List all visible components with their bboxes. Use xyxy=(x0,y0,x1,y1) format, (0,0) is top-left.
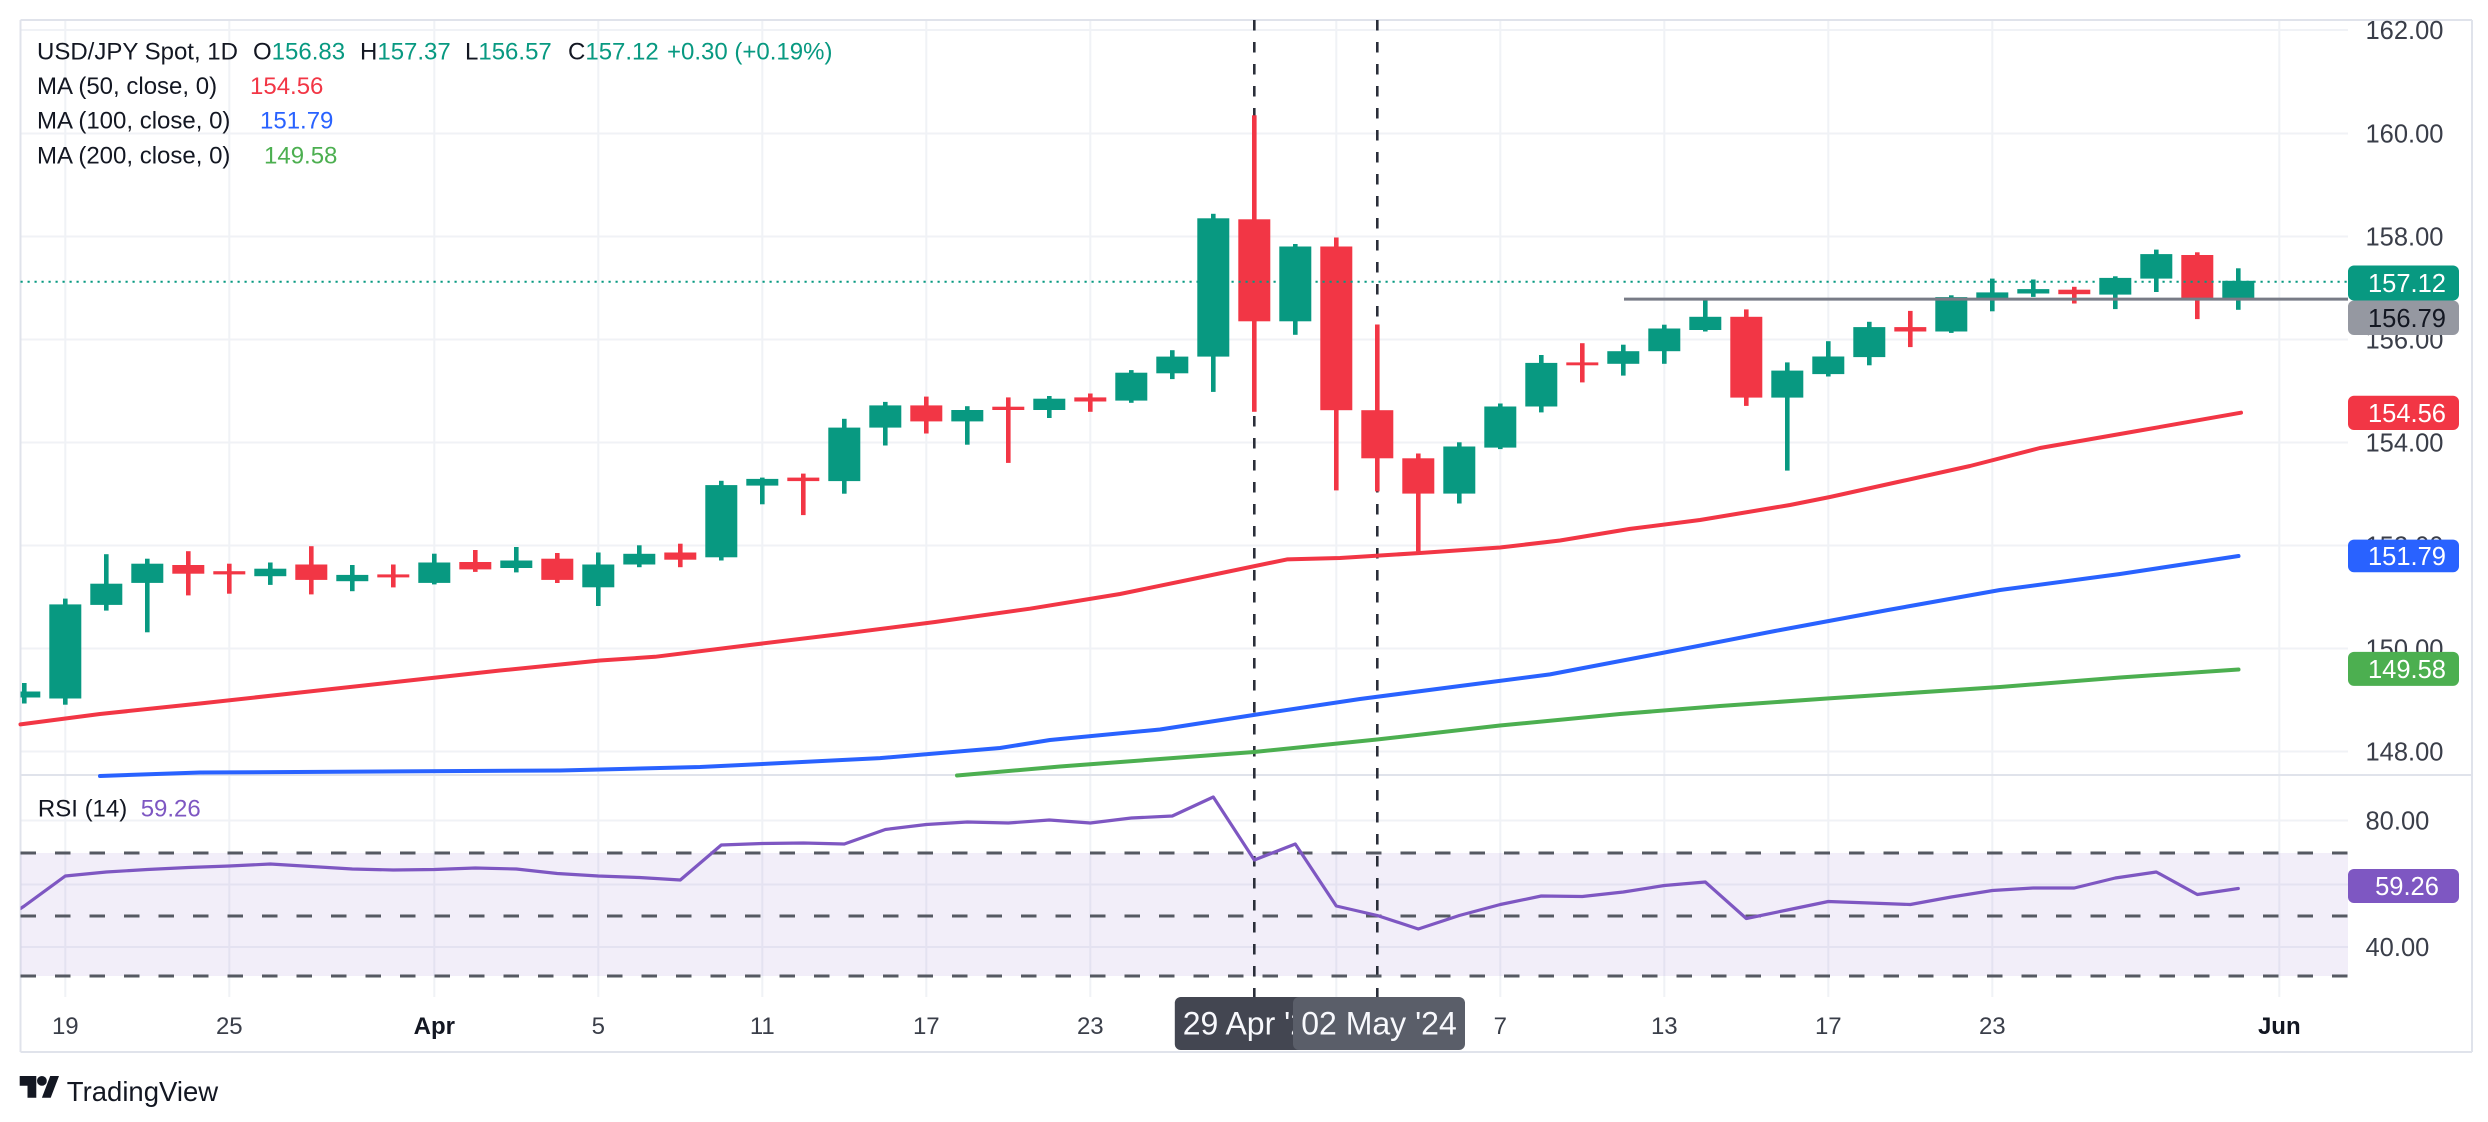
svg-text:149.58: 149.58 xyxy=(2368,656,2446,684)
svg-text:19: 19 xyxy=(52,1013,79,1040)
svg-text:23: 23 xyxy=(1979,1013,2006,1040)
svg-text:158.00: 158.00 xyxy=(2366,224,2444,252)
svg-text:59.26: 59.26 xyxy=(2375,873,2439,901)
svg-text:MA (50, close, 0)154.56: MA (50, close, 0) 154.56 xyxy=(37,73,323,100)
svg-text:17: 17 xyxy=(913,1013,940,1040)
svg-text:02 May '24: 02 May '24 xyxy=(1301,1006,1457,1042)
svg-text:TradingView: TradingView xyxy=(67,1076,218,1107)
svg-text:156.79: 156.79 xyxy=(2368,305,2446,333)
svg-text:17: 17 xyxy=(1815,1013,1842,1040)
svg-text:Jun: Jun xyxy=(2258,1013,2301,1040)
svg-text:5: 5 xyxy=(592,1013,605,1040)
svg-text:11: 11 xyxy=(750,1013,775,1040)
svg-text:80.00: 80.00 xyxy=(2366,808,2430,836)
svg-text:MA (100, close, 0)151.79: MA (100, close, 0) 151.79 xyxy=(37,108,333,135)
svg-text:23: 23 xyxy=(1077,1013,1104,1040)
svg-text:40.00: 40.00 xyxy=(2366,934,2430,962)
svg-text:151.79: 151.79 xyxy=(2368,543,2446,571)
svg-text:162.00: 162.00 xyxy=(2366,17,2444,45)
svg-text:MA (200, close, 0)149.58: MA (200, close, 0) 149.58 xyxy=(37,143,337,170)
svg-text:7: 7 xyxy=(1494,1013,1507,1040)
svg-text:25: 25 xyxy=(216,1013,243,1040)
svg-text:154.56: 154.56 xyxy=(2368,400,2446,428)
svg-text:154.00: 154.00 xyxy=(2366,430,2444,458)
svg-text:13: 13 xyxy=(1651,1013,1678,1040)
svg-text:Apr: Apr xyxy=(414,1013,455,1040)
svg-text:157.12: 157.12 xyxy=(2368,270,2446,298)
svg-text:148.00: 148.00 xyxy=(2366,739,2444,767)
svg-text:RSI (14)59.26: RSI (14) 59.26 xyxy=(38,796,201,823)
svg-text:160.00: 160.00 xyxy=(2366,121,2444,149)
